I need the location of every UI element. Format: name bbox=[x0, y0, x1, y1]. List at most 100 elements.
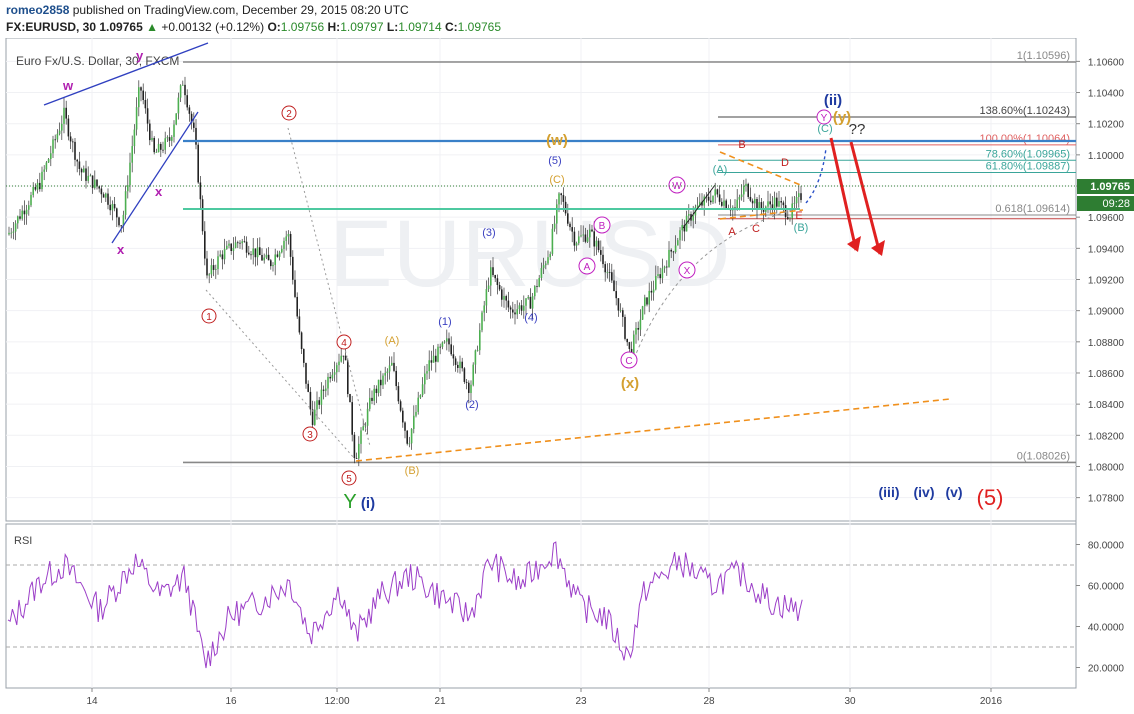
candle-body bbox=[349, 394, 351, 403]
candle-body bbox=[168, 137, 171, 141]
candle-body bbox=[393, 362, 395, 371]
candle-body bbox=[800, 193, 802, 200]
candle-body bbox=[195, 127, 197, 145]
price-tick-label: 1.08000 bbox=[1088, 462, 1125, 473]
candle-body bbox=[217, 256, 219, 269]
candle-body bbox=[740, 194, 743, 198]
candle-body bbox=[221, 254, 224, 260]
fib-level-label: 138.60%(1.10243) bbox=[979, 105, 1070, 117]
svg-text:5: 5 bbox=[346, 474, 352, 485]
candle-body bbox=[153, 137, 155, 153]
candle-body bbox=[353, 434, 356, 459]
countdown-label: 09:28 bbox=[1102, 198, 1130, 210]
candle-body bbox=[582, 234, 584, 236]
time-tick-label: 2016 bbox=[980, 696, 1003, 707]
candle-body bbox=[776, 197, 778, 207]
candle-body bbox=[116, 208, 118, 218]
candle-body bbox=[230, 243, 232, 251]
candle-body bbox=[657, 274, 659, 276]
price-tick-label: 1.08200 bbox=[1088, 431, 1125, 442]
rsi-tick-label: 60.0000 bbox=[1088, 582, 1125, 593]
author-name[interactable]: romeo2858 bbox=[6, 3, 70, 17]
candle-body bbox=[162, 149, 164, 151]
candle-body bbox=[272, 264, 274, 267]
candle-body bbox=[318, 400, 320, 405]
candle-body bbox=[410, 428, 413, 444]
time-tick-label: 21 bbox=[434, 696, 446, 707]
candle-body bbox=[397, 386, 400, 402]
candle-body bbox=[446, 338, 448, 342]
price-chart[interactable]: EURUSD Euro Fx/U.S. Dollar, 30, FXCM 1(1… bbox=[0, 38, 1134, 714]
candle-body bbox=[787, 217, 789, 219]
candle-body bbox=[325, 388, 327, 391]
candle-body bbox=[679, 230, 681, 241]
candle-body bbox=[113, 204, 116, 209]
candle-body bbox=[743, 186, 745, 195]
candle-body bbox=[454, 358, 457, 365]
price-tick-label: 1.10600 bbox=[1088, 57, 1125, 68]
candle-body bbox=[131, 146, 133, 163]
candle-body bbox=[188, 107, 191, 114]
candle-body bbox=[624, 316, 626, 339]
candle-body bbox=[650, 290, 653, 293]
candle-body bbox=[267, 254, 270, 261]
price-axis[interactable]: 1.106001.104001.102001.100001.098001.096… bbox=[1076, 57, 1125, 505]
header-line-1: romeo2858 published on TradingView.com, … bbox=[6, 3, 409, 17]
candle-body bbox=[542, 265, 545, 269]
candle-body bbox=[175, 113, 177, 125]
time-axis[interactable]: 14 16 12:00 21 23 28 30 2016 bbox=[86, 688, 1003, 707]
candle-body bbox=[479, 330, 481, 351]
candle-body bbox=[472, 364, 474, 385]
candle-body bbox=[127, 185, 129, 192]
candle-body bbox=[10, 232, 12, 234]
candle-body bbox=[424, 373, 426, 385]
svg-text:A: A bbox=[728, 226, 736, 238]
low-value: 1.09714 bbox=[398, 20, 442, 34]
svg-text:4: 4 bbox=[341, 338, 347, 349]
candle-body bbox=[382, 375, 384, 386]
candle-body bbox=[626, 338, 628, 343]
candle-body bbox=[613, 280, 615, 292]
candle-body bbox=[494, 275, 496, 279]
candle-body bbox=[498, 285, 501, 290]
candle-body bbox=[683, 224, 686, 232]
candle-body bbox=[408, 443, 411, 445]
fib-level-label: 1(1.10596) bbox=[1017, 50, 1070, 62]
close-value: 1.09765 bbox=[457, 20, 502, 34]
candle-body bbox=[8, 232, 10, 235]
candle-body bbox=[492, 267, 494, 276]
candle-body bbox=[681, 224, 683, 231]
candle-body bbox=[129, 162, 131, 186]
candle-body bbox=[536, 286, 538, 287]
candle-body bbox=[338, 361, 340, 366]
candle-body bbox=[718, 194, 721, 202]
candle-body bbox=[769, 201, 771, 205]
candle-body bbox=[699, 201, 701, 206]
svg-text:(w): (w) bbox=[546, 132, 568, 149]
candle-body bbox=[661, 268, 664, 279]
candle-body bbox=[736, 199, 738, 209]
candle-body bbox=[190, 113, 193, 123]
svg-text:B: B bbox=[599, 221, 606, 232]
candle-body bbox=[490, 267, 492, 286]
candle-body bbox=[509, 307, 512, 310]
candle-body bbox=[639, 319, 642, 330]
fib-level-label: 61.80%(1.09887) bbox=[986, 160, 1070, 172]
candle-body bbox=[373, 388, 375, 401]
candle-body bbox=[716, 189, 719, 195]
svg-text:(2): (2) bbox=[465, 399, 478, 411]
candle-body bbox=[72, 141, 74, 143]
price-tick-label: 1.09600 bbox=[1088, 213, 1125, 224]
candle-body bbox=[525, 298, 527, 306]
candle-body bbox=[760, 202, 763, 209]
candle-body bbox=[380, 379, 382, 386]
candle-body bbox=[527, 296, 529, 299]
candle-body bbox=[432, 355, 435, 363]
candle-body bbox=[28, 205, 30, 210]
candle-body bbox=[738, 197, 741, 200]
candle-body bbox=[333, 372, 336, 375]
candle-body bbox=[300, 332, 303, 350]
candle-body bbox=[580, 235, 582, 237]
candle-body bbox=[281, 248, 283, 253]
candle-body bbox=[406, 430, 408, 444]
